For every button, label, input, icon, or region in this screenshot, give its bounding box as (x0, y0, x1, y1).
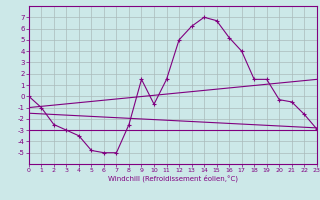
X-axis label: Windchill (Refroidissement éolien,°C): Windchill (Refroidissement éolien,°C) (108, 175, 238, 182)
